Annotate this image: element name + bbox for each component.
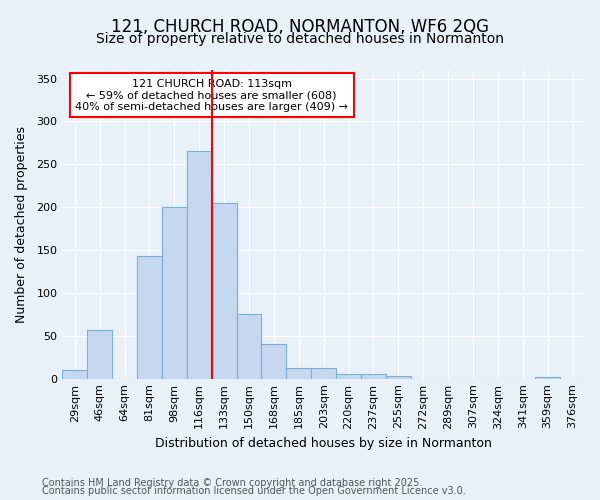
Bar [286,368,311,378]
Bar [62,370,87,378]
Bar [262,344,286,378]
Bar [361,374,386,378]
Bar [311,368,336,378]
Bar [336,374,361,378]
Y-axis label: Number of detached properties: Number of detached properties [15,126,28,323]
Bar [386,376,411,378]
Bar [187,152,212,378]
Bar [212,203,236,378]
Bar [87,330,112,378]
Bar [535,377,560,378]
Text: Size of property relative to detached houses in Normanton: Size of property relative to detached ho… [96,32,504,46]
Bar [162,207,187,378]
Text: 121, CHURCH ROAD, NORMANTON, WF6 2QG: 121, CHURCH ROAD, NORMANTON, WF6 2QG [111,18,489,36]
Text: Contains HM Land Registry data © Crown copyright and database right 2025.: Contains HM Land Registry data © Crown c… [42,478,422,488]
X-axis label: Distribution of detached houses by size in Normanton: Distribution of detached houses by size … [155,437,492,450]
Text: 121 CHURCH ROAD: 113sqm
← 59% of detached houses are smaller (608)
40% of semi-d: 121 CHURCH ROAD: 113sqm ← 59% of detache… [75,78,348,112]
Text: Contains public sector information licensed under the Open Government Licence v3: Contains public sector information licen… [42,486,466,496]
Bar [137,256,162,378]
Bar [236,314,262,378]
